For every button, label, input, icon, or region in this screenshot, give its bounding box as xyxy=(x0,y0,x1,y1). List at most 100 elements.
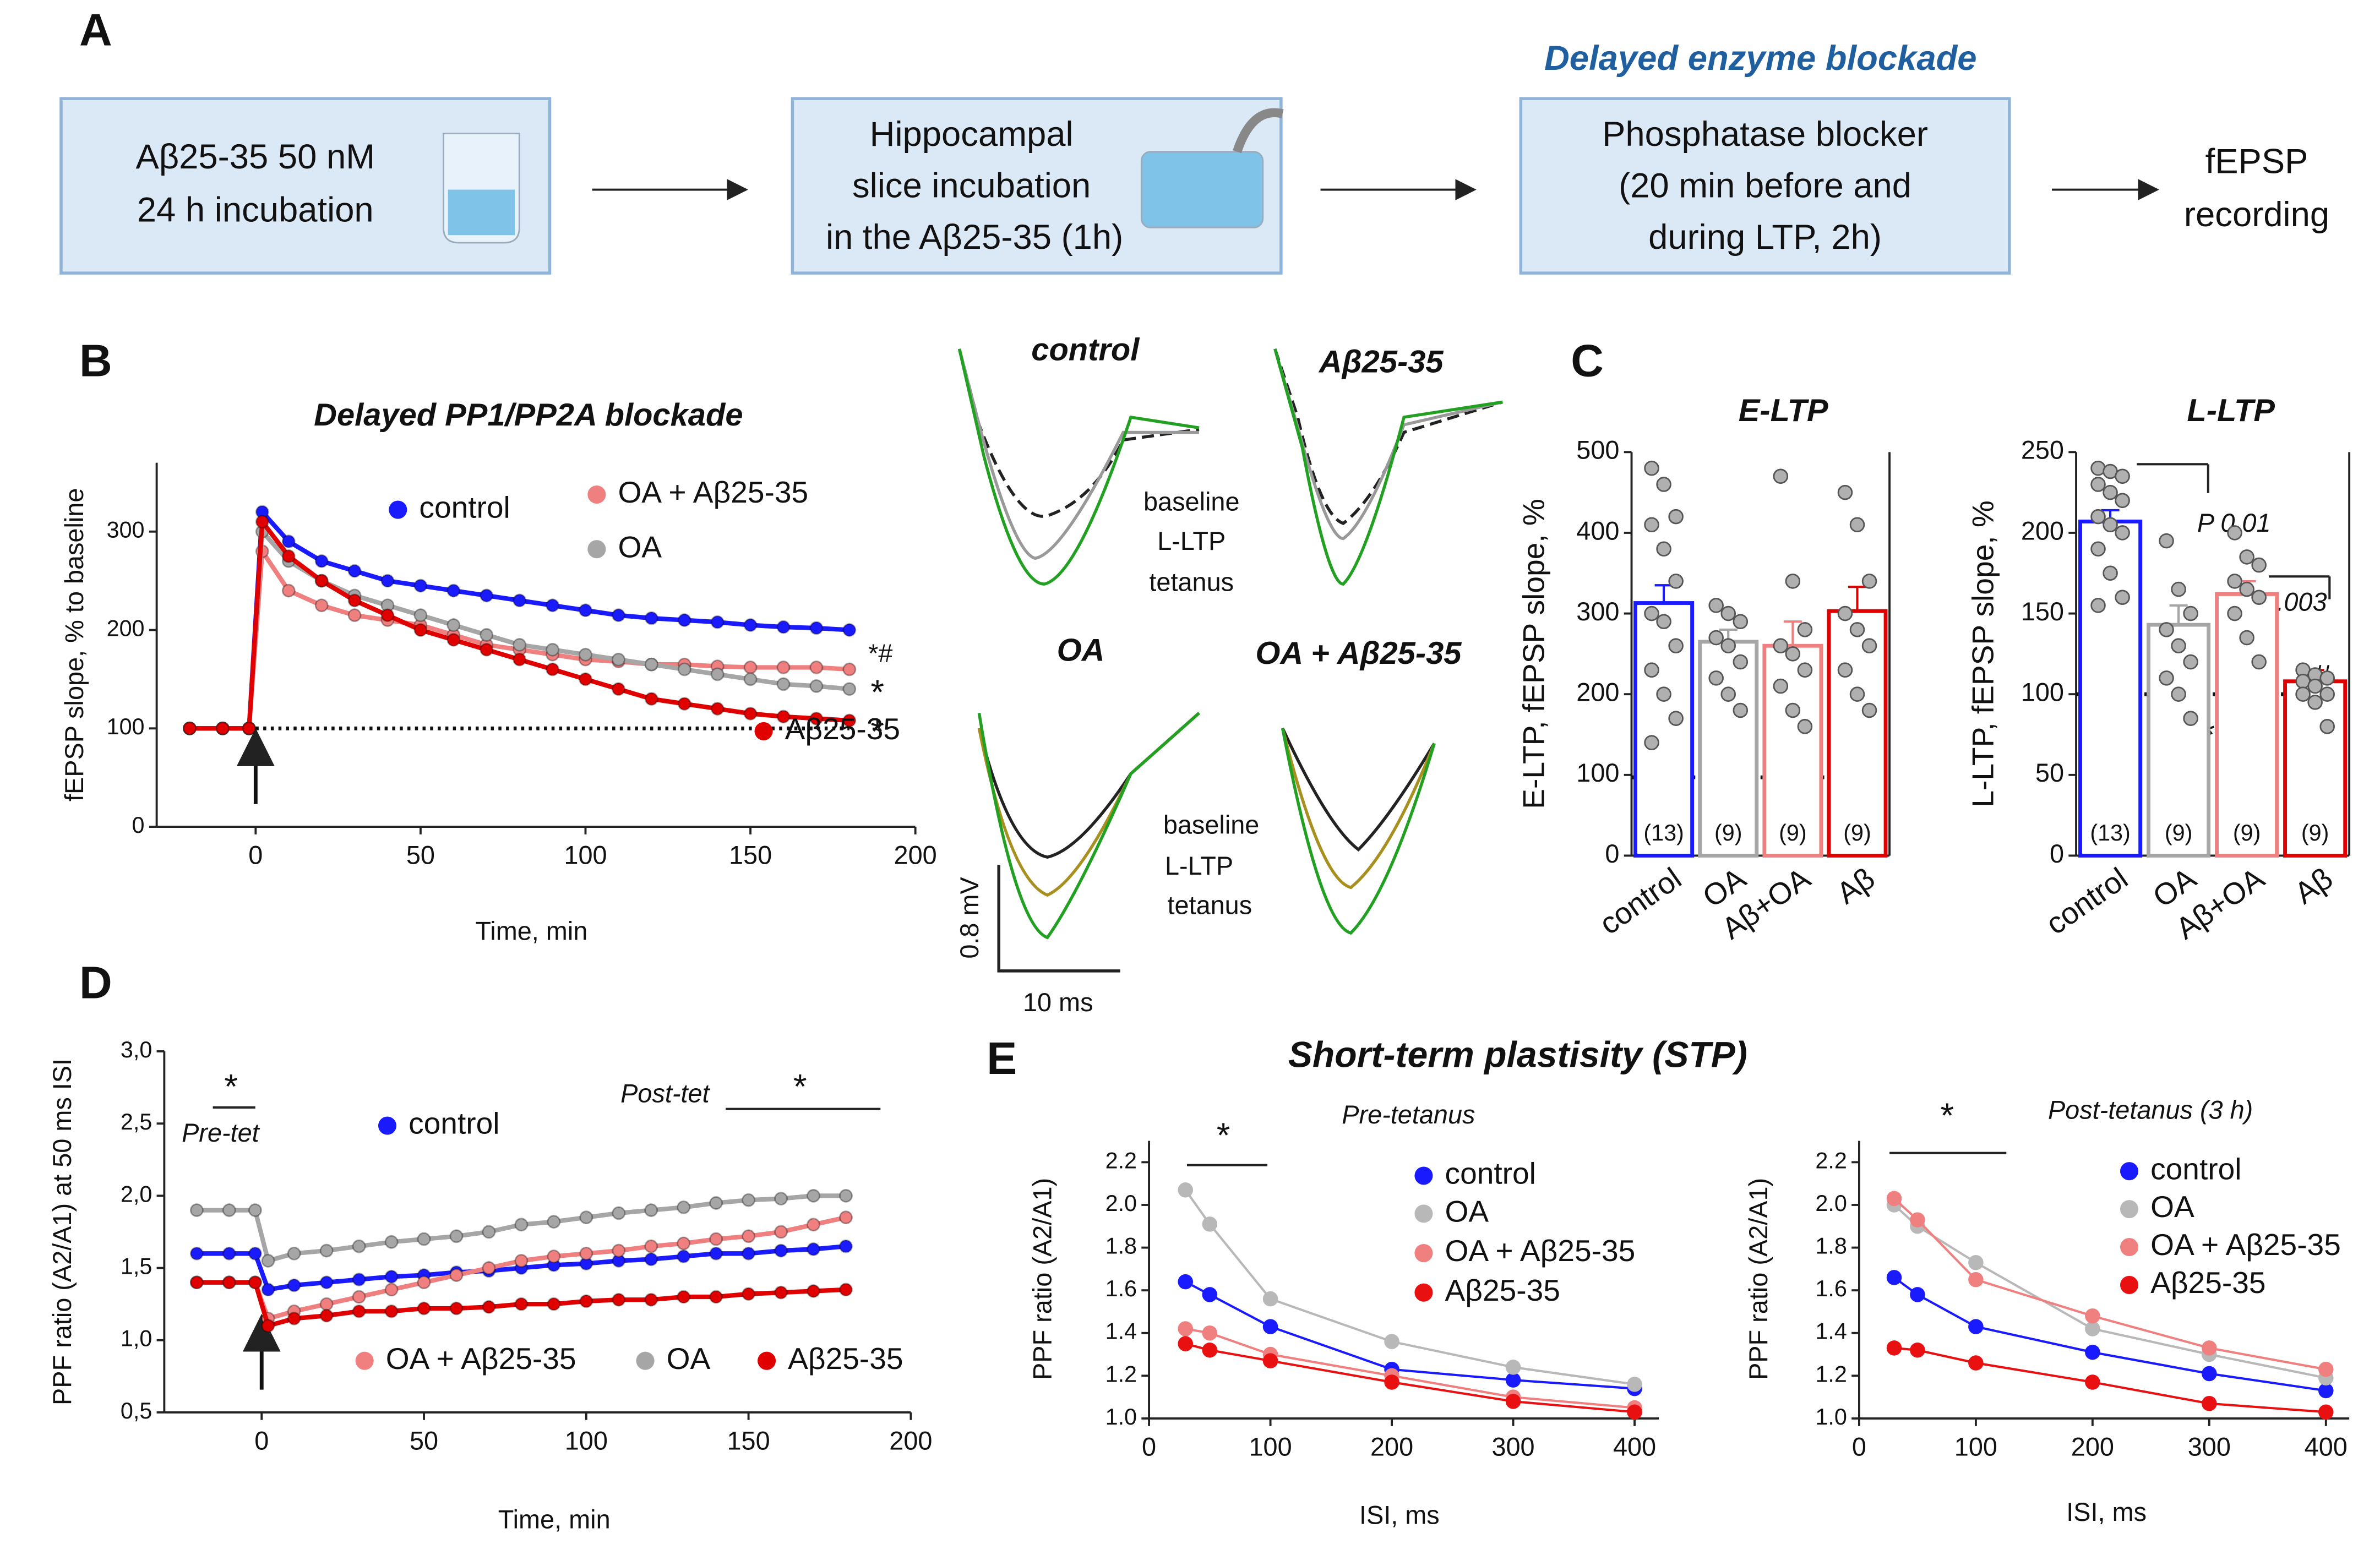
x-tick-label: 50 xyxy=(410,1426,438,1455)
y-tick-label: 300 xyxy=(107,517,145,543)
flow-text: recording xyxy=(2184,195,2329,234)
data-point xyxy=(742,1287,755,1301)
legend-label: OA + Aβ25-35 xyxy=(1445,1234,1636,1268)
data-point xyxy=(579,1246,593,1261)
legend-marker xyxy=(355,1351,374,1370)
n-label: (9) xyxy=(1843,820,1871,845)
x-axis-label: ISI, ms xyxy=(1359,1501,1440,1529)
data-point xyxy=(413,608,428,623)
data-point xyxy=(809,661,824,674)
individual-point xyxy=(2159,622,2174,637)
data-point xyxy=(1505,1360,1521,1375)
n-label: (9) xyxy=(2165,820,2193,845)
data-point xyxy=(1910,1212,1925,1227)
y-tick-label: 1.2 xyxy=(1815,1361,1847,1387)
x-tick-label: 100 xyxy=(564,841,607,870)
data-point xyxy=(710,667,725,681)
x-tick-label: 300 xyxy=(2188,1432,2231,1461)
data-point xyxy=(352,1304,366,1318)
legend-marker xyxy=(2120,1275,2139,1294)
bar xyxy=(2283,679,2348,858)
x-tick-label: 150 xyxy=(727,1426,770,1455)
data-point xyxy=(2085,1308,2100,1324)
y-tick-label: 1,0 xyxy=(121,1326,152,1351)
individual-point xyxy=(1773,638,1789,653)
y-tick-label: 3,0 xyxy=(121,1037,152,1062)
y-tick-label: 0 xyxy=(132,812,145,838)
data-point xyxy=(281,549,296,563)
data-point xyxy=(709,1246,723,1261)
y-tick-label: 2,0 xyxy=(121,1181,152,1207)
data-point xyxy=(774,1285,788,1300)
data-point xyxy=(380,608,395,623)
data-point xyxy=(677,1236,691,1251)
x-tick-label: 400 xyxy=(1613,1432,1656,1461)
individual-point xyxy=(2171,686,2186,702)
data-point xyxy=(774,1192,788,1206)
annotation: * xyxy=(793,1068,807,1106)
individual-point xyxy=(1849,517,1865,533)
x-tick-label: control xyxy=(1593,861,1687,941)
data-point xyxy=(644,1203,658,1217)
x-tick-label: 100 xyxy=(565,1426,608,1455)
individual-point xyxy=(2103,565,2118,581)
trace-label: L-LTP xyxy=(1165,852,1233,880)
individual-point xyxy=(1849,622,1865,637)
data-point xyxy=(248,1203,262,1217)
panel-label: C xyxy=(1571,335,1604,386)
data-point xyxy=(480,642,494,657)
y-tick-label: 150 xyxy=(2021,597,2064,626)
individual-point xyxy=(2251,654,2267,670)
x-tick-label: 100 xyxy=(1954,1432,1997,1461)
data-point xyxy=(449,1268,464,1283)
chart-subtitle: Pre-tetanus xyxy=(1342,1100,1475,1129)
x-tick-label: Aβ xyxy=(1831,861,1881,910)
individual-point xyxy=(1668,638,1684,653)
data-point xyxy=(1505,1372,1521,1388)
individual-point xyxy=(1656,686,1671,702)
annotation: * xyxy=(1940,1096,1954,1135)
individual-point xyxy=(2159,670,2174,686)
chart-title: L-LTP xyxy=(2187,393,2275,428)
individual-point xyxy=(1733,702,1749,718)
data-point xyxy=(2318,1361,2334,1377)
data-point xyxy=(261,1283,275,1297)
data-point xyxy=(413,623,428,637)
individual-point xyxy=(1797,719,1813,734)
y-tick-label: 100 xyxy=(1576,759,1619,787)
data-point xyxy=(380,574,395,588)
data-point xyxy=(482,1261,496,1275)
data-point xyxy=(742,1193,755,1207)
data-point xyxy=(743,672,758,686)
individual-point xyxy=(1668,509,1684,525)
data-point xyxy=(1627,1404,1642,1420)
data-point xyxy=(482,1300,496,1314)
traces xyxy=(957,348,1504,973)
flowchart: Aβ25-35 50 nM 24 h incubation Hippocampa… xyxy=(59,39,2329,275)
data-point xyxy=(417,1301,431,1316)
x-tick-label: 400 xyxy=(2305,1432,2348,1461)
data-point xyxy=(314,554,329,568)
data-point xyxy=(513,637,527,652)
y-tick-label: 1.4 xyxy=(1105,1319,1137,1344)
data-point xyxy=(183,721,197,735)
individual-point xyxy=(1644,662,1659,678)
data-point xyxy=(644,657,658,672)
data-point xyxy=(1262,1291,1278,1307)
x-axis-label: Time, min xyxy=(498,1505,611,1534)
data-point xyxy=(281,534,296,549)
bath-icon xyxy=(1140,151,1264,228)
data-point xyxy=(677,613,691,628)
y-tick-label: 100 xyxy=(2021,678,2064,707)
data-point xyxy=(776,620,791,634)
series-line xyxy=(1185,1280,1635,1390)
flow-box xyxy=(1519,97,2011,275)
individual-point xyxy=(2239,549,2254,565)
flow-text: slice incubation xyxy=(852,167,1091,205)
individual-point xyxy=(1708,598,1724,613)
trace xyxy=(1281,728,1436,935)
legend-marker xyxy=(758,1351,776,1370)
individual-point xyxy=(2319,686,2335,702)
y-tick-label: 0,5 xyxy=(121,1398,152,1423)
data-point xyxy=(644,1239,658,1253)
